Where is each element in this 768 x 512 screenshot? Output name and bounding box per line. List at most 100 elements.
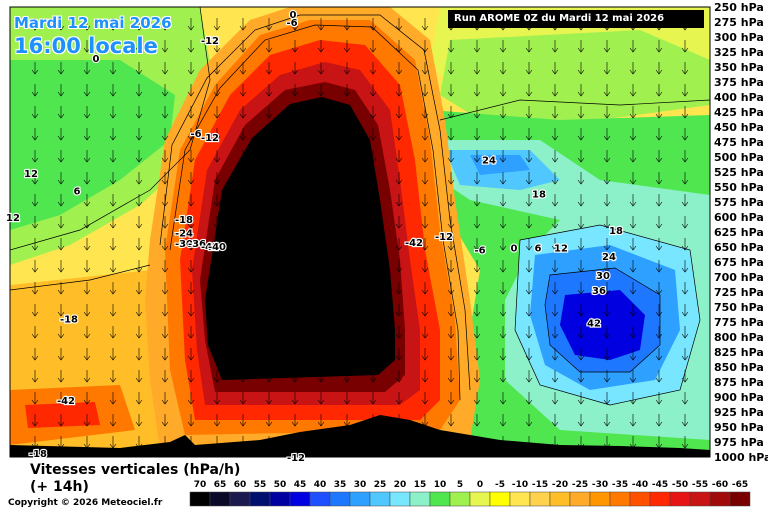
wind-arrow xyxy=(83,128,91,141)
wind-arrow xyxy=(109,392,117,405)
wind-arrow xyxy=(57,392,65,405)
wind-arrow xyxy=(187,84,195,97)
wind-arrow xyxy=(551,172,559,185)
wind-arrow xyxy=(577,106,585,119)
wind-arrow xyxy=(447,304,455,317)
y-tick-label: 800 hPa xyxy=(714,331,764,344)
wind-arrow xyxy=(291,84,299,97)
color-scale-swatch xyxy=(329,491,351,507)
color-scale-swatch xyxy=(569,491,591,507)
wind-arrow xyxy=(499,238,507,251)
contour-value-label: -40 xyxy=(208,242,226,253)
color-scale-swatch xyxy=(549,491,571,507)
wind-arrow xyxy=(447,370,455,383)
wind-arrow xyxy=(239,238,247,251)
wind-arrow xyxy=(395,216,403,229)
color-scale-swatch xyxy=(249,491,271,507)
color-scale-label: 55 xyxy=(254,480,267,490)
wind-arrow xyxy=(57,216,65,229)
wind-arrow xyxy=(629,370,637,383)
wind-arrow xyxy=(109,370,117,383)
wind-arrow xyxy=(369,282,377,295)
contour-value-label: -12 xyxy=(287,453,305,464)
wind-arrow xyxy=(473,304,481,317)
copyright: Copyright © 2026 Meteociel.fr xyxy=(8,498,163,508)
wind-arrow xyxy=(317,216,325,229)
wind-arrow xyxy=(525,392,533,405)
wind-arrow xyxy=(395,392,403,405)
wind-arrow xyxy=(499,260,507,273)
wind-arrow xyxy=(31,62,39,75)
color-scale-label: -40 xyxy=(632,480,648,490)
wind-arrow xyxy=(187,304,195,317)
wind-arrow xyxy=(681,436,689,449)
wind-arrow xyxy=(135,238,143,251)
wind-arrow xyxy=(83,414,91,427)
wind-arrow xyxy=(629,40,637,53)
wind-arrow xyxy=(343,150,351,163)
color-scale-label: -55 xyxy=(692,480,708,490)
wind-arrow xyxy=(187,370,195,383)
wind-arrow xyxy=(109,40,117,53)
wind-arrow xyxy=(447,40,455,53)
wind-arrow xyxy=(213,414,221,427)
wind-arrow xyxy=(395,40,403,53)
wind-arrow xyxy=(31,260,39,273)
wind-arrow xyxy=(213,216,221,229)
wind-arrow xyxy=(499,62,507,75)
wind-arrow xyxy=(31,326,39,339)
wind-arrow xyxy=(83,326,91,339)
color-scale-swatch xyxy=(609,491,631,507)
wind-arrow xyxy=(525,304,533,317)
wind-arrow xyxy=(395,370,403,383)
wind-arrow xyxy=(265,62,273,75)
wind-arrow xyxy=(317,172,325,185)
wind-arrow xyxy=(83,150,91,163)
wind-arrow xyxy=(213,304,221,317)
wind-arrow xyxy=(291,128,299,141)
wind-arrow xyxy=(135,84,143,97)
lead-time: (+ 14h) xyxy=(30,479,89,495)
wind-arrow xyxy=(421,370,429,383)
wind-arrow xyxy=(187,18,195,31)
wind-arrow xyxy=(239,40,247,53)
wind-arrow xyxy=(681,84,689,97)
wind-arrow xyxy=(291,304,299,317)
wind-arrow xyxy=(265,238,273,251)
wind-arrow xyxy=(83,62,91,75)
model-run-label: Run AROME 0Z du Mardi 12 mai 2026 xyxy=(448,10,704,28)
wind-arrow xyxy=(395,348,403,361)
wind-arrow xyxy=(265,128,273,141)
zone-upper-right-green xyxy=(440,30,710,120)
wind-arrow xyxy=(343,18,351,31)
wind-arrow xyxy=(369,392,377,405)
wind-arrow xyxy=(525,106,533,119)
wind-arrow xyxy=(291,40,299,53)
wind-arrow xyxy=(681,62,689,75)
wind-arrow xyxy=(473,282,481,295)
contour-value-label: -36 xyxy=(188,239,206,250)
wind-arrow xyxy=(629,304,637,317)
contour-value-label: 18 xyxy=(609,226,623,237)
wind-arrow xyxy=(577,414,585,427)
wind-arrow xyxy=(577,84,585,97)
wind-arrow xyxy=(655,172,663,185)
wind-arrow xyxy=(395,128,403,141)
wind-arrow xyxy=(265,392,273,405)
wind-arrow xyxy=(161,128,169,141)
color-scale-swatch xyxy=(269,491,291,507)
y-tick-label: 375 hPa xyxy=(714,76,764,89)
wind-arrow xyxy=(161,40,169,53)
y-tick-label: 825 hPa xyxy=(714,346,764,359)
wind-arrow xyxy=(213,260,221,273)
wind-arrow xyxy=(265,260,273,273)
color-scale-swatch xyxy=(389,491,411,507)
wind-arrow xyxy=(681,370,689,383)
wind-arrow xyxy=(629,216,637,229)
plume-core xyxy=(205,97,395,380)
wind-arrow xyxy=(83,18,91,31)
wind-arrow xyxy=(499,216,507,229)
wind-arrow xyxy=(239,172,247,185)
wind-arrow xyxy=(317,326,325,339)
wind-arrow xyxy=(265,348,273,361)
